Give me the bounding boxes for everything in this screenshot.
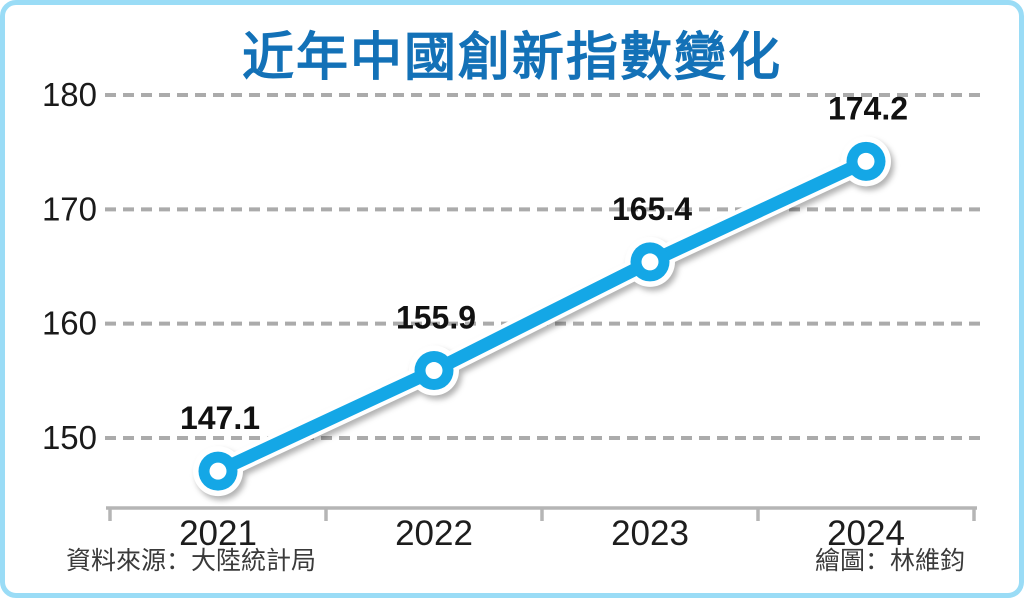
- data-label: 147.1: [180, 400, 260, 436]
- innovation-index-line-chart: 150 160 170 180 2021 2022 2023 2024 147.1 155.9 16…: [42, 76, 984, 553]
- source-note: 資料來源：大陸統計局: [66, 547, 317, 575]
- data-point-hole: [209, 462, 227, 480]
- chart-title: 近年中國創新指數變化: [241, 29, 782, 87]
- x-tick-label: 2023: [611, 514, 689, 553]
- y-tick-label: 160: [42, 305, 97, 342]
- line-series: [211, 154, 873, 478]
- footer: 資料來源：大陸統計局 繪圖：林維鈞: [66, 541, 965, 577]
- y-tick-label: 150: [42, 419, 97, 456]
- data-point-hole: [641, 253, 659, 271]
- x-tick-label: 2022: [395, 514, 473, 553]
- data-label: 174.2: [828, 90, 908, 126]
- y-tick-label: 180: [42, 76, 97, 113]
- data-label: 155.9: [396, 300, 476, 336]
- x-tick-label: 2024: [827, 514, 905, 553]
- x-tick-label: 2021: [179, 514, 257, 553]
- data-label: 165.4: [612, 191, 692, 227]
- y-tick-label: 170: [42, 190, 97, 227]
- data-point-hole: [857, 152, 875, 170]
- credit-note: 繪圖：林維鈞: [814, 547, 965, 575]
- data-point-hole: [425, 362, 443, 380]
